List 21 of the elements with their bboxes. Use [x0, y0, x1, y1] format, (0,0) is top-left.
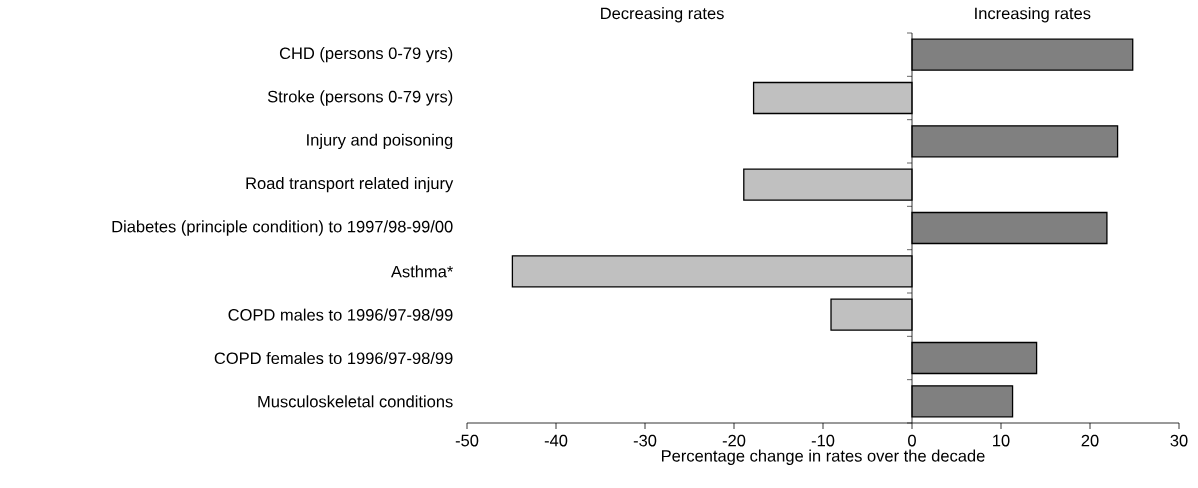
x-tick-label: -10 — [811, 434, 835, 447]
x-axis-title: Percentage change in rates over the decade — [662, 449, 985, 465]
x-tick-label: -30 — [633, 434, 657, 447]
x-tick-label: 20 — [1081, 434, 1099, 447]
y-tick-label: Road transport related injury — [246, 176, 454, 193]
text: Decreasing rates — [601, 7, 724, 23]
x-tick-label: -20 — [722, 434, 746, 447]
x-tick-label: 30 — [1170, 434, 1188, 447]
x-tick-label: 0 — [908, 434, 916, 447]
x-tick-label: -40 — [544, 434, 568, 447]
y-tick-label: COPD females to 1996/97-98/99 — [214, 351, 453, 365]
text: Increasing rates — [975, 7, 1091, 23]
y-tick-label: Musculoskeletal conditions — [258, 395, 453, 408]
y-tick-label: CHD (persons 0-79 yrs) — [279, 46, 453, 63]
y-tick-label: Stroke (persons 0-79 yrs) — [267, 90, 453, 106]
x-tick-label: -50 — [455, 434, 479, 447]
y-tick-label: COPD males to 1996/97-98/99 — [228, 308, 453, 321]
y-tick-label: Injury and poisoning — [307, 133, 453, 150]
y-tick-label: Asthma* — [390, 265, 454, 278]
x-tick-label: 10 — [993, 434, 1010, 447]
y-tick-label: Diabetes (principle condition) to 1997/98-99/00 — [112, 220, 453, 236]
